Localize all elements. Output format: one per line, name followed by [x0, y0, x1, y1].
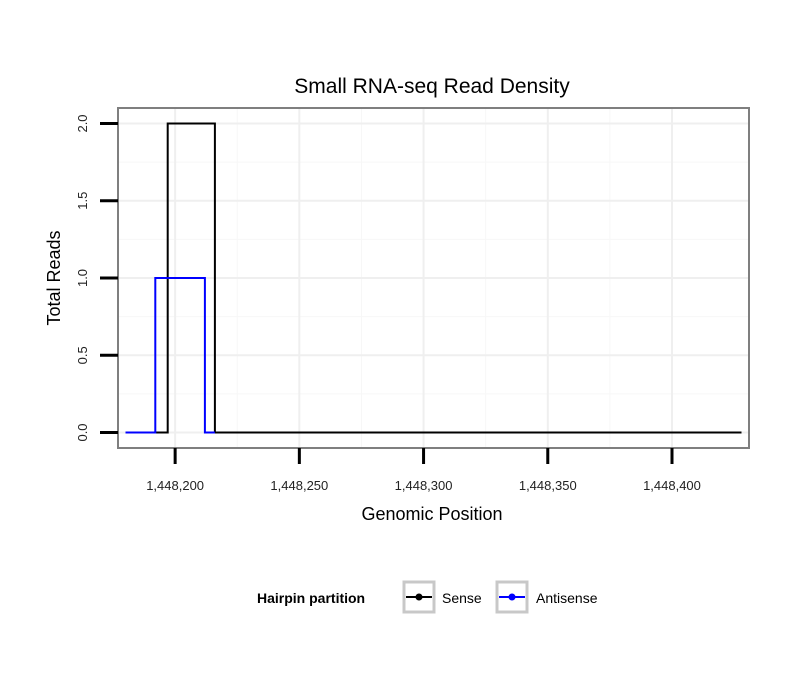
series-line-sense [125, 122, 742, 434]
series-lines [125, 122, 742, 434]
x-tick-label: 1,448,250 [270, 478, 328, 493]
series-line-antisense [125, 277, 215, 434]
legend-key-point-sense [415, 593, 423, 601]
legend-item-sense: Sense [402, 580, 482, 614]
legend-item-antisense: Antisense [495, 580, 598, 614]
y-tick-label: 0.5 [75, 346, 90, 364]
x-tick-label: 1,448,400 [643, 478, 701, 493]
x-axis: 1,448,200 1,448,250 1,448,300 1,448,350 1,44… [146, 448, 701, 493]
legend: Hairpin partition Sense Antisense [257, 580, 598, 614]
chart-title: Small RNA-seq Read Density [294, 75, 570, 98]
legend-title: Hairpin partition [257, 590, 365, 606]
x-tick-label: 1,448,200 [146, 478, 204, 493]
panel [117, 107, 750, 449]
x-axis-title: Genomic Position [361, 504, 502, 524]
legend-label-antisense: Antisense [536, 590, 598, 606]
y-tick-label: 1.0 [75, 269, 90, 287]
y-axis-title: Total Reads [44, 230, 64, 325]
y-tick-label: 0.0 [75, 423, 90, 441]
x-tick-label: 1,448,350 [519, 478, 577, 493]
x-tick-label: 1,448,300 [395, 478, 453, 493]
y-tick-label: 2.0 [75, 114, 90, 132]
y-axis: 0.0 0.5 1.0 1.5 2.0 [75, 114, 118, 442]
legend-key-point-antisense [508, 593, 516, 601]
legend-label-sense: Sense [442, 590, 482, 606]
y-tick-label: 1.5 [75, 192, 90, 210]
